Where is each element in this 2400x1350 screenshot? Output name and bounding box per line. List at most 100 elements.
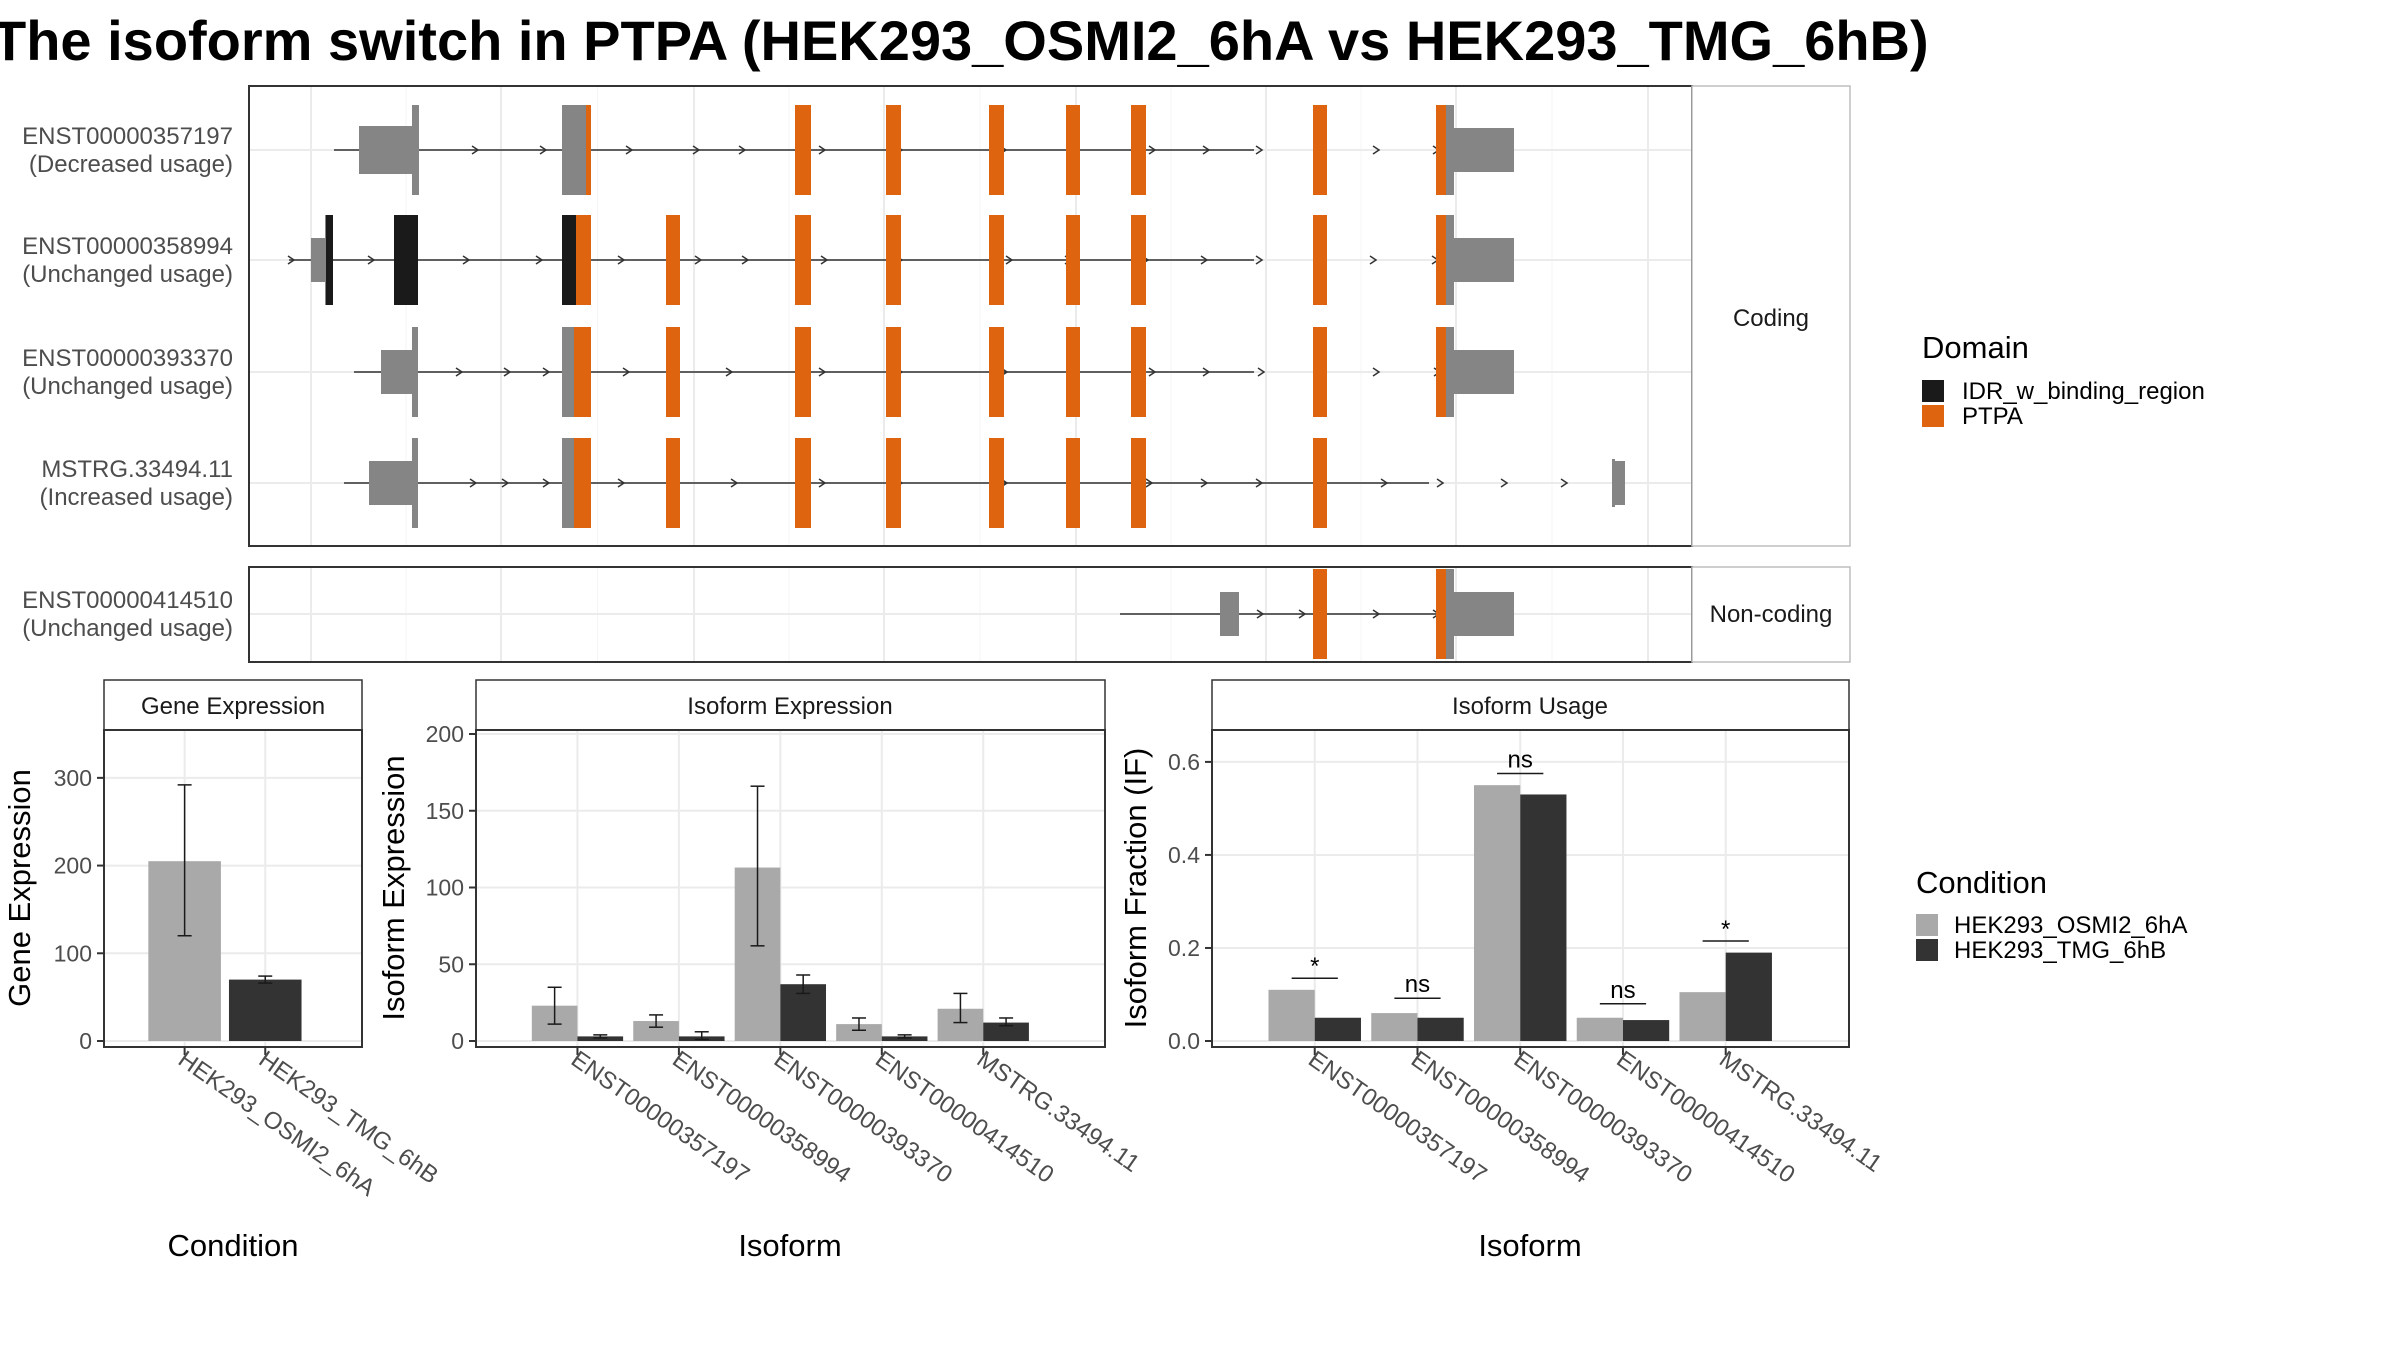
intron-arrow xyxy=(730,478,739,488)
intron-arrow xyxy=(1202,367,1211,377)
intron-arrow xyxy=(1200,255,1209,265)
transcript-id-label: MSTRG.33494.11 xyxy=(41,456,233,483)
transcript-usage-label: (Unchanged usage) xyxy=(22,615,233,642)
ptpa-exon xyxy=(574,438,591,528)
utr-exon xyxy=(562,105,586,195)
isoform-expression-strip xyxy=(475,679,1106,731)
utr-block xyxy=(381,350,412,394)
bar xyxy=(881,1036,928,1041)
intron-arrow xyxy=(367,255,376,265)
isoform-expression-panel: Isoform Expression 0 50 100 150 200 ENST00000… xyxy=(376,679,1144,1263)
intron-arrow xyxy=(1255,145,1264,155)
transcript-usage-label: (Unchanged usage) xyxy=(22,373,233,400)
bar xyxy=(1473,785,1521,1041)
intron-arrow xyxy=(1005,255,1014,265)
bar xyxy=(1371,1013,1418,1041)
legend-label-cond-b: HEK293_TMG_6hB xyxy=(1954,937,2166,964)
significance-label: ns xyxy=(1508,747,1533,774)
condition-legend-title: Condition xyxy=(1916,865,2047,900)
bar xyxy=(1622,1020,1670,1041)
ptpa-exon xyxy=(1131,327,1146,417)
ptpa-exon xyxy=(1313,105,1327,195)
transcript-id-label: ENST00000358994 xyxy=(22,233,233,260)
utr-exon xyxy=(1612,459,1615,507)
legend-swatch-cond-b xyxy=(1916,939,1938,961)
intron-arrow xyxy=(501,478,510,488)
ptpa-exon xyxy=(795,215,811,305)
utr-block xyxy=(1454,350,1514,394)
noncoding-strip xyxy=(1691,566,1851,663)
bar xyxy=(1268,989,1315,1041)
bar xyxy=(577,1036,624,1041)
intron-arrow xyxy=(1257,367,1266,377)
x-tick-label: ENST00000393370 xyxy=(769,1046,957,1189)
utr-block xyxy=(369,461,412,505)
ptpa-exon xyxy=(989,215,1004,305)
isoform-expression-x-title: Isoform xyxy=(738,1228,841,1263)
bar xyxy=(1314,1017,1361,1041)
isoform-expression-title: Isoform Expression xyxy=(687,693,892,720)
intron-arrow xyxy=(617,478,626,488)
gene-expression-title: Gene Expression xyxy=(141,693,325,720)
x-tick-label: ENST00000393370 xyxy=(1509,1046,1697,1189)
transcript-id-label: ENST00000357197 xyxy=(22,123,233,150)
bar xyxy=(633,1021,679,1041)
ptpa-exon xyxy=(1131,105,1146,195)
intron-arrow xyxy=(1202,145,1211,155)
transcript-id-label: ENST00000414510 xyxy=(22,587,233,614)
structure-noncoding-panel: Non-coding xyxy=(248,566,1851,663)
x-tick-label: ENST00000357197 xyxy=(566,1046,754,1189)
intron-arrow xyxy=(1500,478,1509,488)
legend-swatch-idr xyxy=(1922,380,1944,402)
condition-legend: Condition HEK293_OSMI2_6hA HEK293_TMG_6h… xyxy=(1916,865,2187,964)
intron-arrow xyxy=(741,255,750,265)
isoform-usage-title: Isoform Usage xyxy=(1452,693,1608,720)
ptpa-exon xyxy=(1066,215,1080,305)
x-tick-label: ENST00000414510 xyxy=(1612,1046,1800,1189)
ptpa-exon xyxy=(1313,569,1327,659)
ptpa-exon xyxy=(795,438,811,528)
intron-arrow xyxy=(725,367,734,377)
x-tick-label: ENST00000357197 xyxy=(1303,1046,1491,1189)
isoform-expression-y-title: Isoform Expression xyxy=(376,755,411,1020)
utr-block xyxy=(1615,461,1625,505)
domain-legend: Domain IDR_w_binding_region PTPA xyxy=(1922,330,2205,430)
intron-arrow xyxy=(617,255,626,265)
ptpa-exon xyxy=(989,327,1004,417)
intron-arrow xyxy=(455,367,464,377)
x-tick-label: ENST00000414510 xyxy=(870,1046,1058,1189)
intron-arrow xyxy=(818,145,827,155)
intron-arrow xyxy=(1372,609,1381,619)
gene-expression-strip xyxy=(103,679,363,731)
utr-block xyxy=(1454,592,1514,636)
y-tick-label: 200 xyxy=(54,853,92,879)
utr-exon xyxy=(412,438,418,528)
intron-arrow xyxy=(1380,478,1389,488)
bar xyxy=(1725,952,1772,1041)
utr-block xyxy=(1454,238,1514,282)
utr-block xyxy=(1220,592,1239,636)
ptpa-exon xyxy=(666,438,680,528)
idr-exon xyxy=(326,215,333,305)
utr-exon xyxy=(562,438,574,528)
intron-arrow xyxy=(694,255,703,265)
ptpa-exon xyxy=(1066,105,1080,195)
intron-arrow xyxy=(738,145,747,155)
intron-arrow xyxy=(1436,478,1445,488)
legend-label-cond-a: HEK293_OSMI2_6hA xyxy=(1954,912,2187,939)
intron-arrow xyxy=(1256,609,1265,619)
significance-label: ns xyxy=(1610,977,1635,1004)
intron-arrow xyxy=(1148,367,1157,377)
transcript-usage-label: (Unchanged usage) xyxy=(22,261,233,288)
y-tick-label: 0.6 xyxy=(1168,749,1200,775)
ptpa-exon xyxy=(666,327,680,417)
ptpa-exon xyxy=(989,105,1004,195)
coding-strip xyxy=(1691,85,1851,547)
ptpa-exon xyxy=(1131,215,1146,305)
ptpa-exon xyxy=(666,215,680,305)
intron-arrow xyxy=(625,145,634,155)
bar xyxy=(1576,1017,1623,1041)
legend-swatch-cond-a xyxy=(1916,914,1938,936)
ptpa-exon xyxy=(1436,215,1446,305)
